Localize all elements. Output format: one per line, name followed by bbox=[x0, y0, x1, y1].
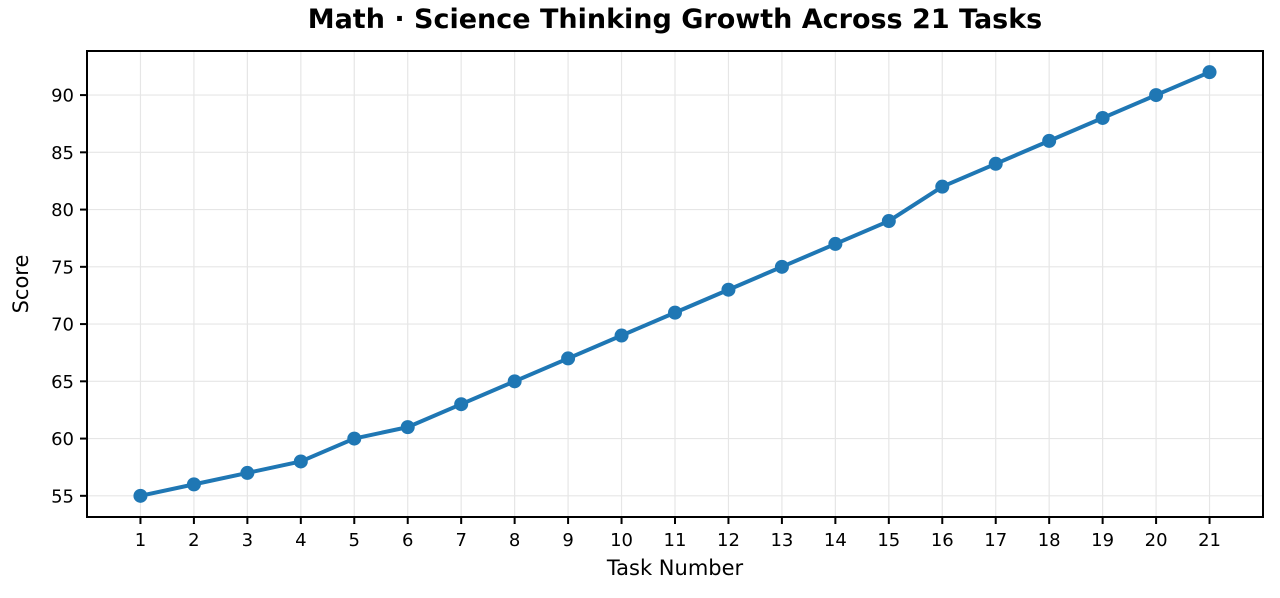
data-point bbox=[186, 477, 201, 492]
data-point bbox=[507, 374, 522, 389]
data-point bbox=[881, 214, 896, 229]
x-tick-label: 3 bbox=[242, 530, 253, 551]
chart-title: Math · Science Thinking Growth Across 21… bbox=[307, 4, 1043, 35]
y-tick-label: 80 bbox=[51, 200, 74, 221]
data-point bbox=[1202, 65, 1217, 80]
data-point bbox=[828, 236, 843, 251]
x-tick-label: 5 bbox=[349, 530, 360, 551]
data-point bbox=[561, 351, 576, 366]
x-tick-label: 16 bbox=[931, 530, 954, 551]
x-tick-label: 19 bbox=[1091, 530, 1114, 551]
y-tick-label: 70 bbox=[51, 315, 74, 336]
y-tick-label: 65 bbox=[51, 372, 74, 393]
data-point bbox=[1149, 88, 1164, 103]
x-tick-label: 13 bbox=[770, 530, 793, 551]
plot-border bbox=[86, 50, 1264, 518]
data-point bbox=[454, 397, 469, 412]
data-point bbox=[400, 420, 415, 435]
x-tick-label: 7 bbox=[455, 530, 466, 551]
x-tick-label: 1 bbox=[135, 530, 146, 551]
x-tick-label: 10 bbox=[610, 530, 633, 551]
x-tick-label: 20 bbox=[1145, 530, 1168, 551]
x-tick-label: 18 bbox=[1038, 530, 1061, 551]
x-tick-label: 9 bbox=[562, 530, 573, 551]
x-tick-label: 21 bbox=[1198, 530, 1221, 551]
data-point bbox=[240, 465, 255, 480]
data-point bbox=[1095, 110, 1110, 125]
data-point bbox=[293, 454, 308, 469]
x-tick-label: 11 bbox=[664, 530, 687, 551]
data-point bbox=[1042, 133, 1057, 148]
data-point bbox=[347, 431, 362, 446]
data-point bbox=[133, 488, 148, 503]
y-tick-label: 75 bbox=[51, 257, 74, 278]
x-tick-label: 2 bbox=[188, 530, 199, 551]
x-tick-label: 15 bbox=[877, 530, 900, 551]
x-tick-label: 8 bbox=[509, 530, 520, 551]
data-point bbox=[668, 305, 682, 320]
data-point bbox=[935, 179, 950, 194]
x-tick-label: 17 bbox=[984, 530, 1007, 551]
x-tick-label: 14 bbox=[824, 530, 847, 551]
y-tick-label: 60 bbox=[51, 429, 74, 450]
data-point bbox=[614, 328, 629, 343]
x-tick-label: 6 bbox=[402, 530, 413, 551]
y-tick-label: 90 bbox=[51, 86, 74, 107]
x-tick-label: 4 bbox=[295, 530, 306, 551]
y-tick-label: 55 bbox=[51, 486, 74, 507]
data-point bbox=[774, 259, 789, 274]
x-tick-label: 12 bbox=[717, 530, 740, 551]
x-axis-label: Task Number bbox=[606, 556, 744, 580]
y-tick-label: 85 bbox=[51, 143, 74, 164]
data-point bbox=[721, 282, 736, 297]
data-point bbox=[988, 156, 1003, 171]
